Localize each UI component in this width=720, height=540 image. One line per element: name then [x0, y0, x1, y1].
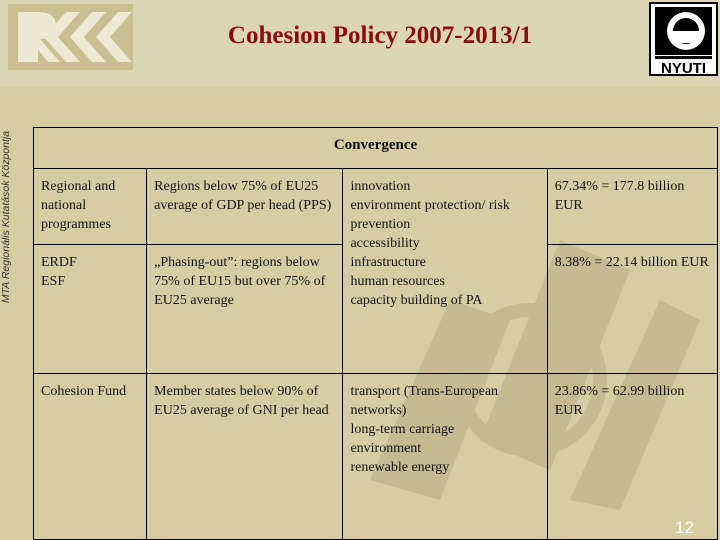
- table-row: Regional and national programmes Regions…: [32, 168, 719, 374]
- table-cell: 23.86% = 62.99 billion EUR: [546, 373, 719, 540]
- table-cell-merged: innovation environment protection/ risk …: [342, 168, 548, 374]
- side-caption: MTA Regionális Kutatások Központja: [0, 130, 12, 304]
- table-cell: transport (Trans-European networks) long…: [342, 373, 548, 540]
- table-row: ERDF ESF „Phasing-out”: regions below 75…: [32, 244, 719, 374]
- table-cell: 8.38% = 22.14 billion EUR: [546, 244, 719, 374]
- rkk-logo: [8, 4, 133, 70]
- table-header: Convergence: [33, 127, 718, 169]
- table-cell: Regions below 75% of EU25 average of GDP…: [146, 168, 344, 245]
- table-cell: 67.34% = 177.8 billion EUR: [546, 168, 719, 245]
- nyuti-logo-text: NYUTI: [661, 60, 706, 76]
- table-cell: Cohesion Fund: [32, 373, 148, 540]
- table-cell: ERDF ESF: [32, 244, 148, 374]
- nyuti-logo: NYUTI: [649, 2, 718, 76]
- table-cell: „Phasing-out”: regions below 75% of EU15…: [146, 244, 344, 374]
- convergence-table: Convergence Regional and national progra…: [32, 127, 719, 540]
- page-number: 12: [675, 518, 694, 537]
- slide-title: Cohesion Policy 2007-2013/1: [227, 22, 533, 49]
- table-row: Cohesion Fund Member states below 90% of…: [32, 373, 719, 540]
- table-cell: Member states below 90% of EU25 average …: [146, 373, 344, 540]
- table-cell: Regional and national programmes: [32, 168, 148, 245]
